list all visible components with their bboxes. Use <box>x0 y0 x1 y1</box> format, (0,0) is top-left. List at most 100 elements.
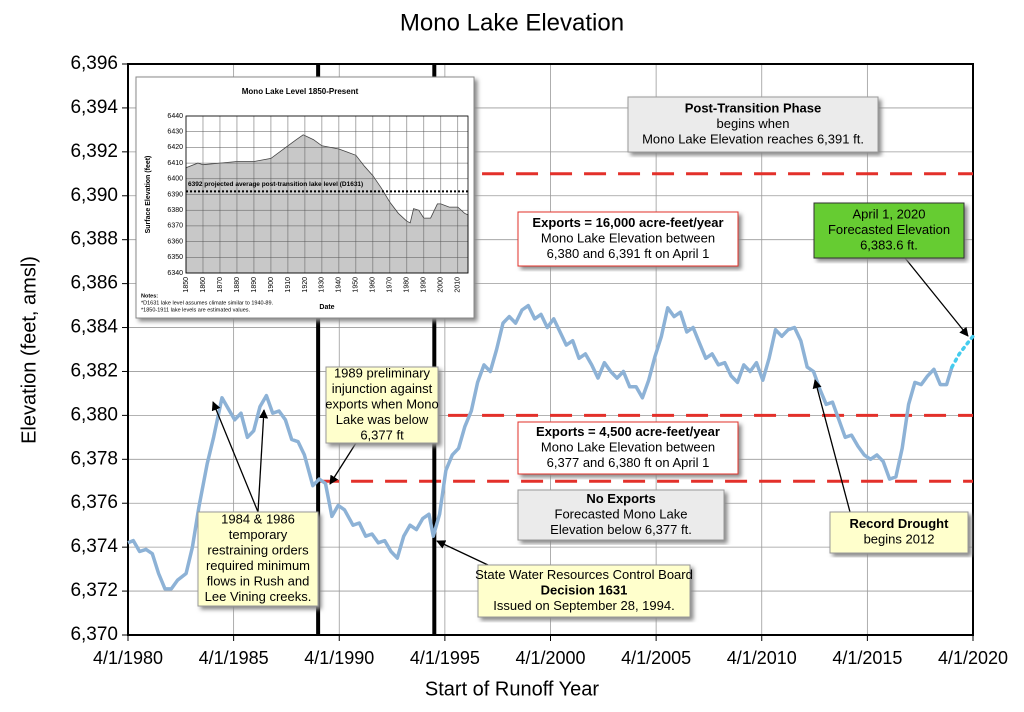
y-tick-label: 6,388 <box>70 229 118 250</box>
annotation-text: flows in Rush and <box>207 574 310 589</box>
elevation-line <box>950 334 975 369</box>
inset-chart: Mono Lake Level 1850-Present 6340 6350 6360… <box>135 76 475 319</box>
y-tick-label: 6,374 <box>70 536 118 557</box>
annotation-box <box>813 202 965 259</box>
inset-y-tick-label: 6440 <box>167 113 183 120</box>
annotation-text: Elevation below 6,377 ft. <box>550 522 692 537</box>
inset-y-tick-label: 6400 <box>167 176 183 183</box>
annotation-text: required minimum <box>206 558 310 573</box>
inset-x-label: Date <box>319 304 334 311</box>
inset-y-tick-label: 6380 <box>167 207 183 214</box>
x-tick-label: 4/1/2010 <box>727 648 797 668</box>
inset-note: Notes: <box>141 293 158 299</box>
inset-y-tick-label: 6350 <box>167 254 183 261</box>
inset-y-label: Surface Elevation (feet) <box>145 156 152 234</box>
annotation-box <box>517 489 725 541</box>
annotation-box <box>627 96 879 153</box>
inset-x-tick-label: 1970 <box>387 277 394 293</box>
annotation-text: 6,383.6 ft. <box>860 237 918 252</box>
annotation-box <box>197 511 319 607</box>
annotation-text: 6,377 and 6,380 ft on April 1 <box>547 455 710 470</box>
inset-y-tick-label: 6410 <box>167 160 183 167</box>
inset-x-tick-label: 1900 <box>268 277 275 293</box>
annotation-text: State Water Resources Control Board <box>475 567 693 582</box>
annotation-text: Issued on September 28, 1994. <box>493 598 674 613</box>
inset-y-tick-label: 6430 <box>167 129 183 136</box>
inset-x-tick-label: 1920 <box>302 277 309 293</box>
annotation-box <box>829 511 969 554</box>
x-tick-label: 4/1/2020 <box>938 648 1008 668</box>
x-axis-label: Start of Runoff Year <box>425 678 600 700</box>
annotation-text: Lake was below <box>336 412 429 427</box>
inset-x-tick-label: 1950 <box>353 277 360 293</box>
annotation-text: Forecasted Elevation <box>828 222 950 237</box>
y-tick-label: 6,392 <box>70 141 118 162</box>
annotation-text: 1989 preliminary <box>334 365 431 380</box>
annotation-text: Post-Transition Phase <box>685 100 822 115</box>
y-tick-label: 6,376 <box>70 492 118 513</box>
annotation-text: Mono Lake Elevation reaches 6,391 ft. <box>642 131 864 146</box>
annotation-text: Mono Lake Elevation between <box>541 439 715 454</box>
y-tick-label: 6,386 <box>70 273 118 294</box>
y-tick-label: 6,394 <box>70 97 118 118</box>
inset-x-tick-label: 2000 <box>438 277 445 293</box>
annotation-text: begins when <box>717 116 790 131</box>
inset-y-tick-label: 6390 <box>167 191 183 198</box>
plot-border <box>127 63 974 636</box>
annotation-text: Record Drought <box>850 516 950 531</box>
y-tick-label: 6,370 <box>70 624 118 645</box>
inset-x-tick-label: 1980 <box>404 277 411 293</box>
annotation-text: restraining orders <box>207 543 309 558</box>
inset-x-tick-label: 1860 <box>200 277 207 293</box>
y-tick-label: 6,390 <box>70 185 118 206</box>
inset-x-tick-label: 1850 <box>183 277 190 293</box>
y-tick-label: 6,372 <box>70 580 118 601</box>
annotation-text: 6,377 ft <box>360 427 404 442</box>
inset-x-tick-label: 1990 <box>421 277 428 293</box>
x-tick-label: 4/1/2000 <box>515 648 585 668</box>
inset-x-tick-label: 1960 <box>370 277 377 293</box>
annotation-text: 6,380 and 6,391 ft on April 1 <box>547 246 710 261</box>
inset-x-tick-label: 1940 <box>336 277 343 293</box>
annotation-arrow <box>436 540 489 566</box>
inset-x-tick-label: 1930 <box>319 277 326 293</box>
annotation-text: No Exports <box>586 491 655 506</box>
annotation-text: Exports = 16,000 acre-feet/year <box>532 215 723 230</box>
inset-x-tick-label: 1890 <box>251 277 258 293</box>
annotation-box <box>325 366 439 444</box>
annotation-arrow <box>812 379 851 513</box>
inset-area <box>185 134 469 274</box>
annotation-box <box>517 211 739 267</box>
annotation-text: begins 2012 <box>864 532 935 547</box>
inset-y-tick-label: 6340 <box>167 270 183 277</box>
inset-y-tick-label: 6420 <box>167 144 183 151</box>
annotation-text: injunction against <box>332 381 433 396</box>
x-tick-label: 4/1/1980 <box>93 648 163 668</box>
inset-y-tick-label: 6360 <box>167 238 183 245</box>
annotation-arrow <box>211 401 259 513</box>
annotation-arrow <box>329 442 357 485</box>
y-axis-label: Elevation (feet, amsl) <box>18 256 40 444</box>
annotation-text: exports when Mono <box>325 396 438 411</box>
x-tick-label: 4/1/1995 <box>410 648 480 668</box>
annotation-text: temporary <box>229 527 288 542</box>
inset-x-tick-label: 2010 <box>455 277 462 293</box>
inset-y-tick-label: 6370 <box>167 223 183 230</box>
inset-plot-border <box>185 115 469 274</box>
chart-title: Mono Lake Elevation <box>400 9 624 36</box>
annotation-text: April 1, 2020 <box>853 206 926 221</box>
annotation-text: Lee Vining creeks. <box>205 589 312 604</box>
y-tick-label: 6,378 <box>70 448 118 469</box>
annotation-box <box>517 421 739 475</box>
inset-x-tick-label: 1880 <box>234 277 241 293</box>
inset-x-tick-label: 1870 <box>217 277 224 293</box>
y-tick-label: 6,384 <box>70 317 118 338</box>
inset-note: *1850-1911 lake levels are estimated val… <box>141 307 251 313</box>
annotation-text: Mono Lake Elevation between <box>541 230 715 245</box>
x-tick-label: 4/1/1990 <box>304 648 374 668</box>
y-tick-label: 6,396 <box>70 53 118 74</box>
annotation-box <box>477 564 691 618</box>
y-tick-label: 6,382 <box>70 360 118 381</box>
inset-title: Mono Lake Level 1850-Present <box>242 87 359 96</box>
